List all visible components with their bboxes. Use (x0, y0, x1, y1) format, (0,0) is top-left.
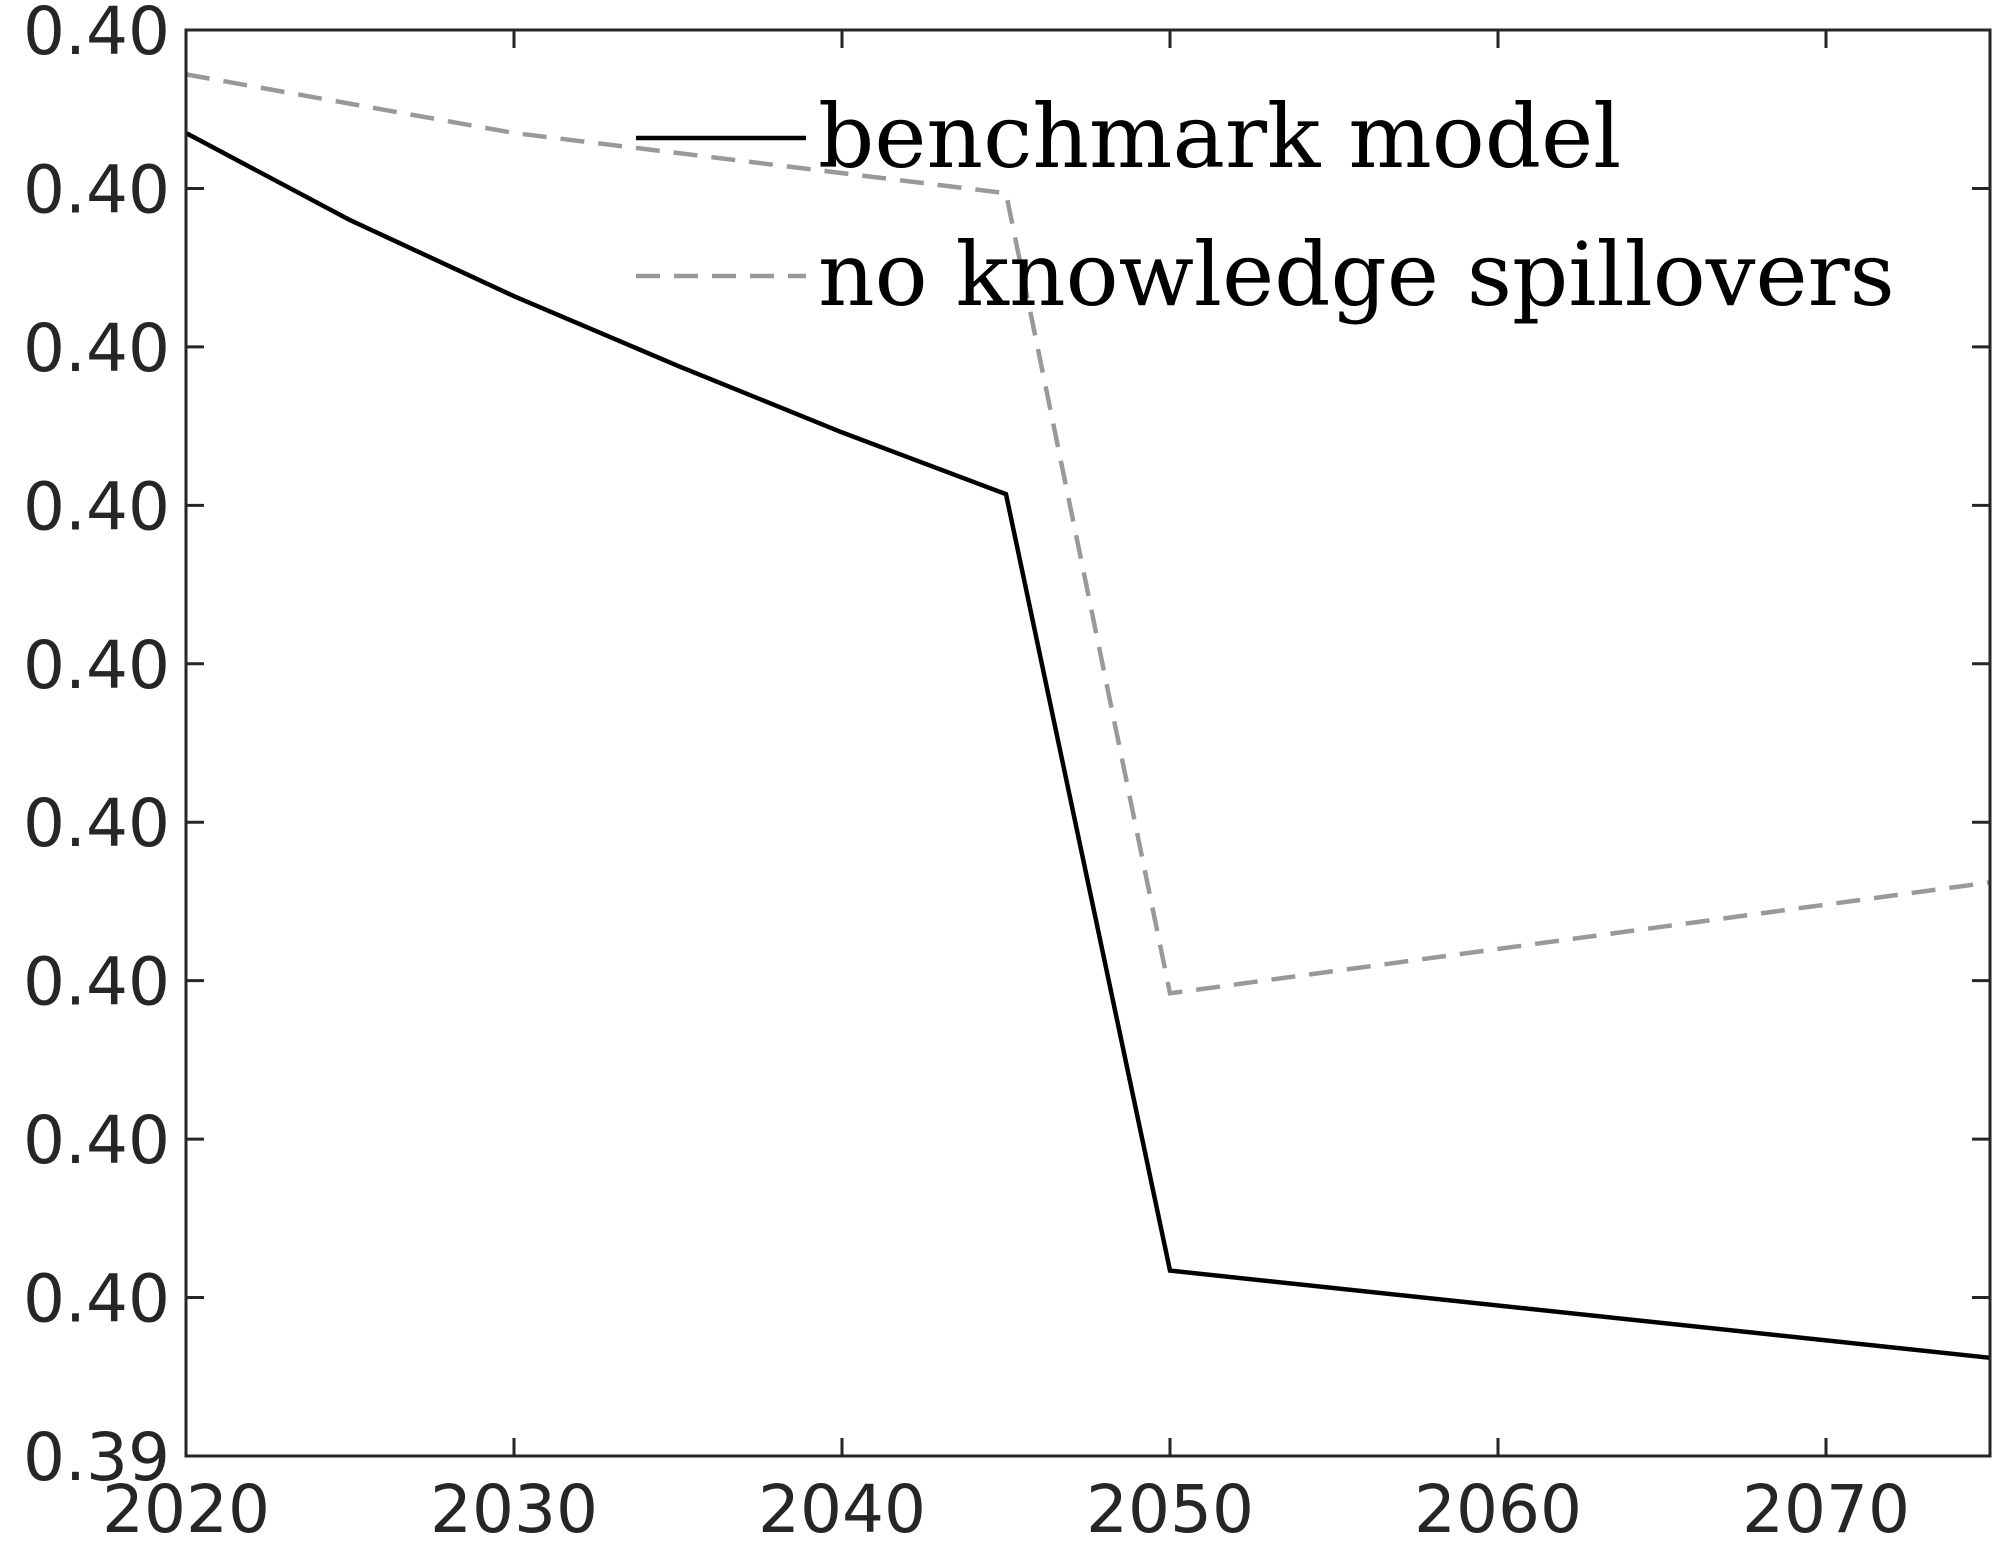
y-tick-label: 0.40 (23, 468, 170, 545)
y-tick-label: 0.40 (23, 785, 170, 862)
x-tick-label: 2050 (1086, 1471, 1254, 1548)
y-tick-label: 0.40 (23, 944, 170, 1021)
y-tick-label: 0.40 (23, 627, 170, 704)
series-layer (184, 72, 1991, 1361)
y-tick-label: 0.40 (23, 0, 170, 70)
legend-label-0: benchmark model (818, 85, 1621, 188)
x-tick-label: 2020 (102, 1471, 270, 1548)
y-tick-label: 0.40 (23, 1261, 170, 1338)
y-tick-label: 0.40 (23, 310, 170, 387)
axes-layer: 2020 2030 2040 2050 2060 2070 0.39 0.40 0.40 0.40… (23, 0, 1992, 1548)
series-line-0 (184, 131, 1991, 1361)
legend-label-1: no knowledge spillovers (818, 223, 1895, 326)
series-line-1 (185, 72, 1991, 996)
x-tick-label: 2030 (430, 1471, 598, 1548)
x-tick-label: 2060 (1414, 1471, 1582, 1548)
axes-box (184, 28, 1992, 1458)
y-tick-label: 0.40 (23, 151, 170, 228)
x-tick-label: 2040 (758, 1471, 926, 1548)
x-tick-label: 2070 (1742, 1471, 1910, 1548)
y-tick-label: 0.39 (23, 1419, 170, 1496)
y-tick-label: 0.40 (23, 1102, 170, 1179)
legend: benchmark model no knowledge spillovers (636, 85, 1895, 326)
